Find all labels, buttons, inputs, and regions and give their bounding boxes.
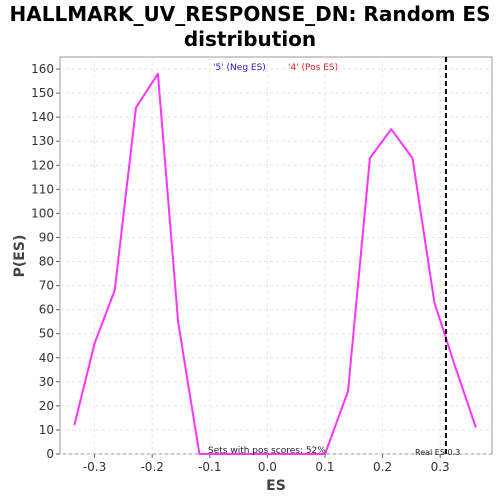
chart-title-line-1: HALLMARK_UV_RESPONSE_DN: Random ES [9, 2, 491, 26]
real-es-label: Real ES 0.3 [415, 448, 460, 457]
series-layer [73, 72, 477, 455]
x-tick-label: -0.2 [140, 460, 163, 474]
x-tick-label: -0.3 [83, 460, 106, 474]
x-tick-label: 0.3 [431, 460, 450, 474]
y-tick-label: 80 [39, 255, 54, 269]
y-axis-label: P(ES) [12, 235, 28, 278]
plot-area [59, 56, 493, 455]
y-tick-label: 50 [39, 327, 54, 341]
y-tick-label: 130 [31, 134, 54, 148]
y-tick-label: 20 [39, 399, 54, 413]
x-tick-label: 0.0 [258, 460, 277, 474]
x-tick-label: 0.1 [315, 460, 334, 474]
chart-title: HALLMARK_UV_RESPONSE_DN: Random ES distr… [0, 2, 500, 52]
y-tick-label: 40 [39, 351, 54, 365]
y-tick-label: 160 [31, 62, 54, 76]
y-tick-label: 30 [39, 375, 54, 389]
legend: '5' (Neg ES) '4' (Pos ES) [213, 63, 338, 73]
legend-item: '5' (Neg ES) [213, 63, 266, 73]
pos-scores-annotation: Sets with pos scores: 52% [208, 446, 326, 456]
y-tick-label: 110 [31, 182, 54, 196]
y-axis-ticks: 0 10 20 30 40 50 60 70 80 90 100 110 120 130 140 150 160 [31, 62, 60, 461]
x-tick-label: 0.2 [373, 460, 392, 474]
x-axis-ticks: -0.3 -0.2 -0.1 0.0 0.1 0.2 0.3 [83, 454, 450, 474]
y-tick-label: 70 [39, 279, 54, 293]
y-tick-label: 60 [39, 303, 54, 317]
y-tick-label: 0 [46, 447, 54, 461]
x-tick-label: -0.1 [198, 460, 221, 474]
y-tick-label: 90 [39, 230, 54, 244]
y-tick-label: 10 [39, 423, 54, 437]
y-tick-label: 150 [31, 86, 54, 100]
es-density-line [73, 72, 477, 455]
y-tick-label: 140 [31, 110, 54, 124]
legend-item: '4' (Pos ES) [288, 63, 338, 73]
chart-title-line-2: distribution [183, 27, 317, 51]
x-axis-label: ES [266, 478, 286, 494]
y-tick-label: 100 [31, 206, 54, 220]
grid-lines [60, 57, 492, 455]
y-tick-label: 120 [31, 158, 54, 172]
